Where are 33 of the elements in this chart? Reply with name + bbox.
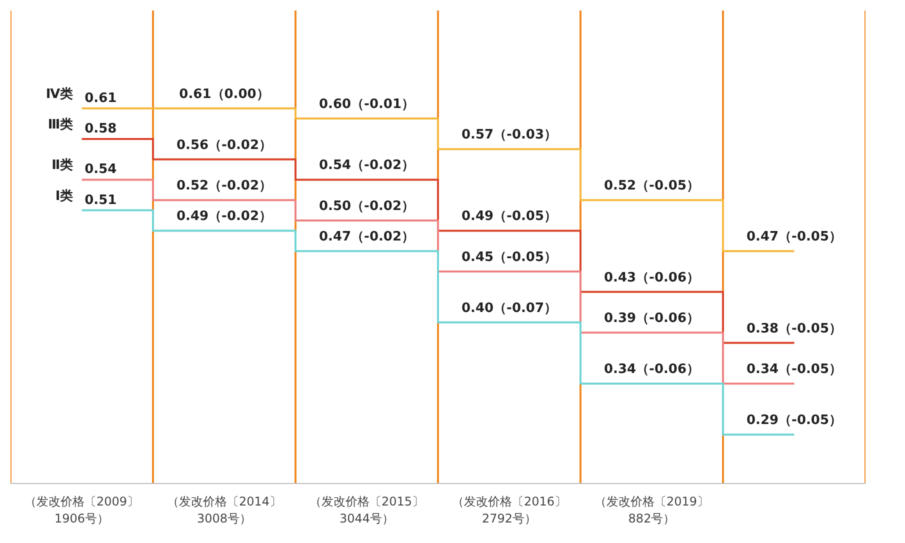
data-label: 0.52（-0.05）: [604, 178, 700, 194]
x-tick-label: （发改价格〔2009〕1906号）: [24, 494, 140, 526]
data-label: 0.45（-0.05）: [461, 250, 558, 265]
data-label: 0.50（-0.02）: [318, 198, 415, 214]
series-label: Ⅱ类: [52, 158, 74, 174]
data-label: 0.52（-0.02）: [176, 178, 272, 194]
series-label: Ⅳ类: [46, 86, 74, 102]
series-label: Ⅲ类: [48, 117, 74, 132]
x-tick-label: （发改价格〔2019〕882号）: [594, 494, 710, 526]
data-label: 0.47（-0.02）: [318, 230, 415, 245]
data-label: 0.47（-0.05）: [746, 230, 842, 245]
x-tick-label: （发改价格〔2014〕3008号）: [166, 494, 282, 526]
data-label: 0.40（-0.07）: [461, 300, 558, 316]
data-label: 0.60（-0.01）: [318, 97, 415, 112]
data-label: 0.49（-0.05）: [461, 209, 558, 224]
data-label: 0.61（0.00）: [179, 86, 270, 102]
data-label: 0.43（-0.06）: [604, 270, 700, 286]
data-label: 0.61: [84, 90, 117, 106]
data-label: 0.54: [84, 162, 117, 178]
data-label: 0.58: [84, 121, 117, 136]
x-tick-label: （发改价格〔2016〕2792号）: [452, 494, 567, 526]
data-label: 0.54（-0.02）: [318, 158, 415, 174]
data-label: 0.34（-0.06）: [604, 362, 700, 378]
data-label: 0.38（-0.05）: [746, 321, 842, 336]
data-label: 0.57（-0.03）: [461, 128, 558, 143]
series-label: Ⅰ类: [55, 188, 74, 204]
data-label: 0.49（-0.02）: [176, 209, 272, 224]
data-label: 0.51: [84, 192, 117, 208]
data-label: 0.39（-0.06）: [604, 311, 700, 326]
data-label: 0.34（-0.05）: [746, 362, 842, 378]
data-label: 0.29（-0.05）: [746, 413, 842, 428]
data-label: 0.56（-0.02）: [176, 138, 272, 153]
x-tick-label: （发改价格〔2015〕3044号）: [309, 494, 424, 526]
